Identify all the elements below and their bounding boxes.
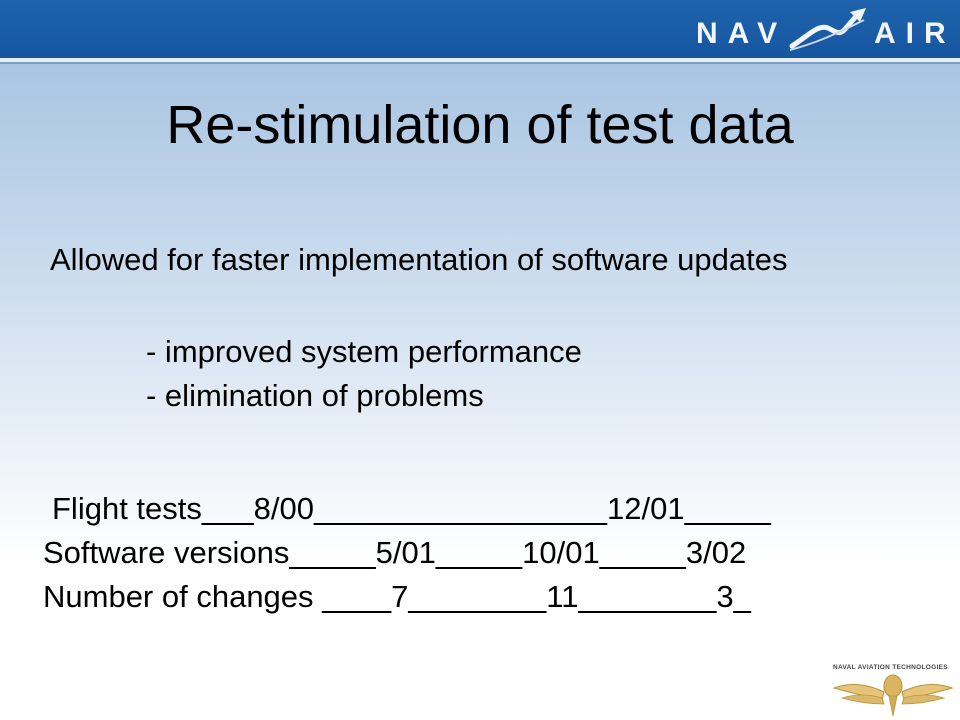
navair-swoosh-icon	[789, 8, 866, 51]
header-bar: NAV AIR	[0, 0, 960, 58]
timeline-row-number-of-changes: Number of changes ____7________11_______…	[43, 579, 751, 614]
bullet-item: - improved system performance	[146, 334, 582, 369]
bullet-item: - elimination of problems	[146, 378, 484, 413]
timeline-row-flight-tests: Flight tests___8/00_________________12/0…	[52, 491, 771, 526]
timeline-row-software-versions: Software versions_____5/01_____10/01____…	[43, 535, 747, 570]
header-divider	[0, 58, 960, 62]
header-divider-shadow	[0, 62, 960, 64]
navair-logo: NAV AIR	[692, 6, 954, 54]
slide-title: Re-stimulation of test data	[166, 95, 794, 155]
logo-text-right: AIR	[874, 17, 956, 50]
body-paragraph: Allowed for faster implementation of sof…	[50, 242, 788, 277]
aviator-wings-icon	[832, 674, 954, 717]
footer-label: NAVAL AVIATION TECHNOLOGIES	[833, 664, 948, 671]
logo-text-left: NAV	[696, 17, 788, 50]
